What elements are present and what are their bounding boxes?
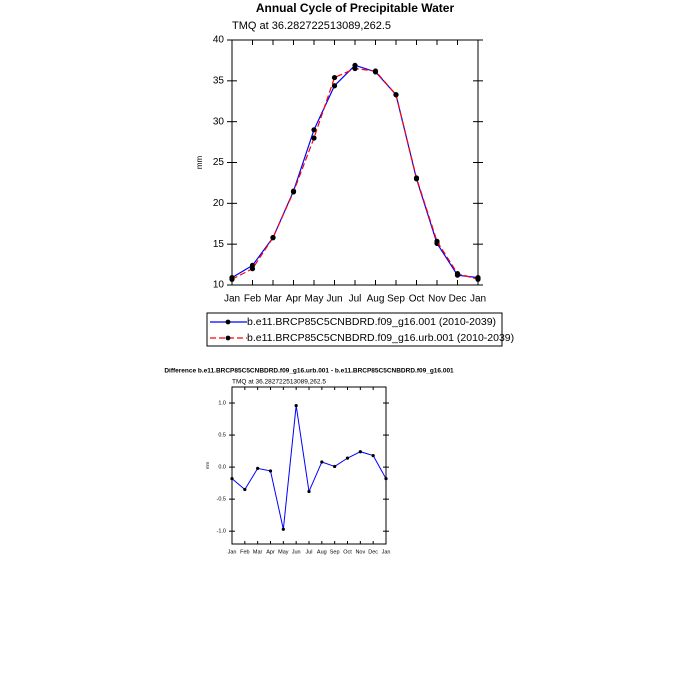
x-tick-label: Apr: [266, 549, 275, 555]
y-tick-label: 10: [213, 280, 225, 291]
data-marker: [270, 235, 276, 241]
data-marker: [243, 487, 247, 492]
x-tick-label: Jun: [292, 549, 301, 555]
x-tick-label: Sep: [387, 294, 405, 305]
data-marker: [384, 477, 388, 481]
x-tick-label: Nov: [428, 294, 446, 305]
data-marker: [333, 464, 337, 469]
data-marker: [307, 489, 311, 494]
data-marker: [230, 477, 234, 481]
y-tick-label: 0.5: [218, 433, 226, 439]
x-tick-label: Dec: [449, 294, 467, 305]
x-tick-label: Oct: [343, 549, 352, 555]
y-tick-label: 40: [213, 35, 225, 46]
x-tick-label: Jul: [349, 294, 362, 305]
x-tick-label: Nov: [355, 549, 365, 555]
x-tick-label: Feb: [244, 294, 262, 305]
data-marker: [281, 527, 285, 531]
x-tick-label: Jan: [382, 549, 391, 555]
x-tick-label: Apr: [286, 294, 302, 305]
y-tick-label: -0.5: [217, 497, 226, 503]
x-tick-label: Oct: [409, 294, 425, 305]
data-marker: [290, 189, 297, 195]
legend-marker: [225, 335, 231, 341]
data-marker: [475, 276, 481, 282]
legend-marker: [225, 319, 231, 325]
y-axis-label: mm: [205, 462, 210, 470]
data-marker: [268, 469, 273, 473]
y-tick-label: 20: [213, 198, 225, 209]
y-tick-label: 0.0: [218, 465, 226, 471]
legend-label: b.e11.BRCP85C5CNBDRD.f09_g16.urb.001 (20…: [247, 332, 514, 344]
data-marker: [294, 403, 298, 408]
data-marker: [372, 68, 379, 74]
data-marker: [249, 266, 256, 272]
data-marker: [413, 175, 420, 181]
x-tick-label: Aug: [367, 294, 385, 305]
x-tick-label: Jan: [228, 549, 237, 555]
x-tick-label: Jan: [224, 294, 240, 305]
data-marker: [331, 74, 338, 81]
x-tick-label: Aug: [317, 549, 327, 555]
chart-subtitle: TMQ at 36.282722513089,262.5: [232, 379, 326, 386]
y-tick-label: 25: [213, 157, 225, 168]
y-axis-label: mm: [195, 156, 204, 170]
series-line: [231, 405, 387, 530]
series-line: [231, 64, 479, 279]
chart-subtitle: TMQ at 36.282722513089,262.5: [232, 20, 391, 32]
plot-frame: [231, 386, 387, 545]
plot-frame: [231, 39, 479, 286]
y-tick-label: 30: [213, 116, 225, 127]
data-marker: [434, 238, 440, 244]
chart-title: Difference b.e11.BRCP85C5CNBDRD.f09_g16.…: [164, 368, 454, 375]
data-marker: [320, 460, 324, 464]
x-tick-label: Mar: [264, 294, 282, 305]
data-marker: [371, 453, 375, 458]
data-marker: [311, 135, 317, 141]
data-marker: [393, 92, 399, 98]
x-tick-label: May: [305, 294, 324, 305]
x-tick-label: Jan: [470, 294, 486, 305]
y-tick-label: 35: [213, 75, 225, 86]
data-marker: [345, 456, 350, 460]
data-marker: [229, 276, 235, 282]
data-marker: [256, 466, 260, 470]
series-line: [231, 67, 479, 280]
y-tick-label: 1.0: [218, 400, 226, 406]
legend-label: b.e11.BRCP85C5CNBDRD.f09_g16.001 (2010-2…: [247, 316, 496, 328]
y-tick-label: 15: [213, 239, 225, 250]
x-tick-label: Feb: [240, 549, 249, 555]
y-tick-label: -1.0: [217, 529, 226, 535]
data-marker: [358, 450, 362, 454]
data-marker: [311, 127, 317, 133]
x-tick-label: Jun: [326, 294, 342, 305]
data-marker: [352, 65, 358, 72]
data-marker: [331, 83, 338, 89]
x-tick-label: Sep: [330, 549, 340, 555]
x-tick-label: May: [278, 549, 289, 555]
legend-box: [206, 312, 503, 347]
x-tick-label: Mar: [253, 549, 263, 555]
x-tick-label: Jul: [305, 549, 312, 555]
x-tick-label: Dec: [368, 549, 378, 555]
data-marker: [454, 270, 461, 277]
chart-title: Annual Cycle of Precipitable Water: [256, 1, 455, 15]
